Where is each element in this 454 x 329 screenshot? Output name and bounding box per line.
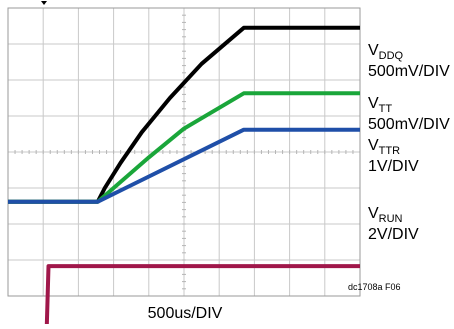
trace-label-vttr: VTTR [368,137,400,157]
trace-scale-vtt: 500mV/DIV [368,116,450,133]
trace-labels: VDDQ500mV/DIVVTT500mV/DIVVTTR1V/DIVVRUN2… [368,42,450,243]
trace-vrun [8,264,360,329]
trigger-marker-icon [41,1,47,5]
scope-border [7,7,361,297]
scope-grid [7,1,361,297]
trace-scale-vddq: 500mV/DIV [368,63,450,80]
trace-label-vtt: VTT [368,95,392,115]
trace-scale-vrun: 2V/DIV [368,226,419,243]
trace-scale-vttr: 1V/DIV [368,158,419,175]
x-axis-label: 500us/DIV [148,305,223,322]
figure-id-label: dc1708a F06 [348,282,401,292]
trace-vttr [8,127,360,204]
scope-traces [8,25,360,329]
trace-label-vddq: VDDQ [368,42,404,62]
trace-label-vrun: VRUN [368,205,403,225]
